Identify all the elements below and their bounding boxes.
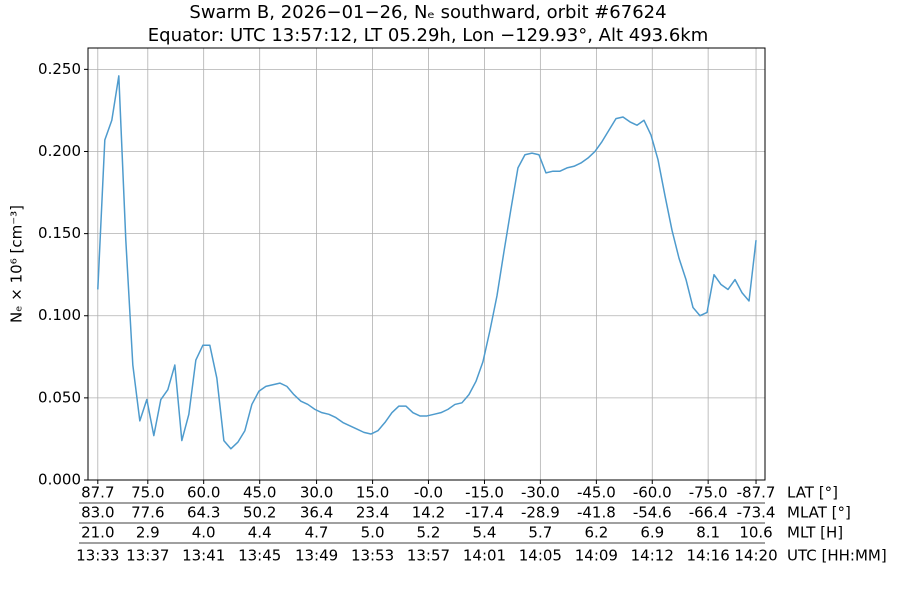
y-tick-label: 0.200 [38, 142, 81, 160]
chart-title: Swarm B, 2026−01−26, Nₑ southward, orbit… [189, 2, 666, 23]
x-tick-label: 4.4 [248, 524, 272, 542]
x-tick-label: 45.0 [243, 484, 276, 502]
x-tick-label: -45.0 [577, 484, 616, 502]
x-tick-label: -41.8 [577, 504, 616, 522]
x-tick-label: -87.7 [737, 484, 776, 502]
x-tick-label: -60.0 [633, 484, 672, 502]
x-tick-label: 10.6 [739, 524, 772, 542]
row-label: MLAT [°] [787, 504, 851, 522]
plot-frame [87, 47, 766, 481]
x-tick-label: -54.6 [633, 504, 672, 522]
x-tick-label: 13:33 [76, 547, 119, 565]
x-tick-label: 8.1 [696, 524, 720, 542]
x-tick-label: 36.4 [300, 504, 333, 522]
x-tick-label: 30.0 [300, 484, 333, 502]
y-axis-label: Nₑ × 10⁶ [cm⁻³] [8, 205, 26, 323]
x-tick-label: 14:09 [575, 547, 618, 565]
x-tick-label: 77.6 [131, 504, 164, 522]
x-tick-label: 5.4 [473, 524, 497, 542]
x-tick-label: 75.0 [131, 484, 164, 502]
x-tick-label: 23.4 [356, 504, 389, 522]
x-tick-label: -0.0 [414, 484, 443, 502]
x-tick-label: 14:05 [519, 547, 562, 565]
x-tick-label: 13:49 [295, 547, 338, 565]
x-tick-label: 5.7 [528, 524, 552, 542]
x-tick-label: 5.2 [417, 524, 441, 542]
x-tick-label: 14:20 [734, 547, 777, 565]
x-tick-label: 21.0 [81, 524, 114, 542]
x-tick-label: 2.9 [136, 524, 160, 542]
x-tick-label: 6.2 [584, 524, 608, 542]
x-tick-label: 14.2 [412, 504, 445, 522]
x-tick-label: -66.4 [689, 504, 728, 522]
x-tick-label: -30.0 [521, 484, 560, 502]
x-tick-label: 14:16 [687, 547, 730, 565]
chart-subtitle: Equator: UTC 13:57:12, LT 05.29h, Lon −1… [148, 25, 708, 46]
y-tick-label: 0.100 [38, 306, 81, 324]
y-tick-label: 0.150 [38, 224, 81, 242]
x-tick-label: -73.4 [737, 504, 776, 522]
row-label: MLT [H] [787, 524, 843, 542]
x-tick-label: 13:57 [407, 547, 450, 565]
x-tick-label: 50.2 [243, 504, 276, 522]
x-tick-label: 13:37 [126, 547, 169, 565]
x-tick-label: -17.4 [465, 504, 504, 522]
x-tick-label: 14:12 [631, 547, 674, 565]
x-tick-label: 13:53 [351, 547, 394, 565]
x-tick-label: -15.0 [465, 484, 504, 502]
x-tick-label: 4.7 [305, 524, 329, 542]
x-tick-label: 14:01 [463, 547, 506, 565]
x-tick-label: 60.0 [187, 484, 220, 502]
x-tick-label: 13:45 [238, 547, 281, 565]
x-tick-label: 5.0 [361, 524, 385, 542]
x-tick-label: 15.0 [356, 484, 389, 502]
data-line [97, 75, 757, 450]
x-tick-label: -75.0 [689, 484, 728, 502]
y-tick-label: 0.050 [38, 388, 81, 406]
row-label: LAT [°] [787, 484, 838, 502]
y-tick-label: 0.250 [38, 60, 81, 78]
x-tick-label: 13:41 [182, 547, 225, 565]
x-tick-label: 87.7 [81, 484, 114, 502]
x-tick-label: -28.9 [521, 504, 560, 522]
x-axis-label: UTC [HH:MM] [787, 547, 887, 565]
x-tick-label: 83.0 [81, 504, 114, 522]
x-tick-label: 64.3 [187, 504, 220, 522]
y-tick-label: 0.000 [38, 471, 81, 489]
x-tick-label: 6.9 [640, 524, 664, 542]
x-tick-label: 4.0 [192, 524, 216, 542]
